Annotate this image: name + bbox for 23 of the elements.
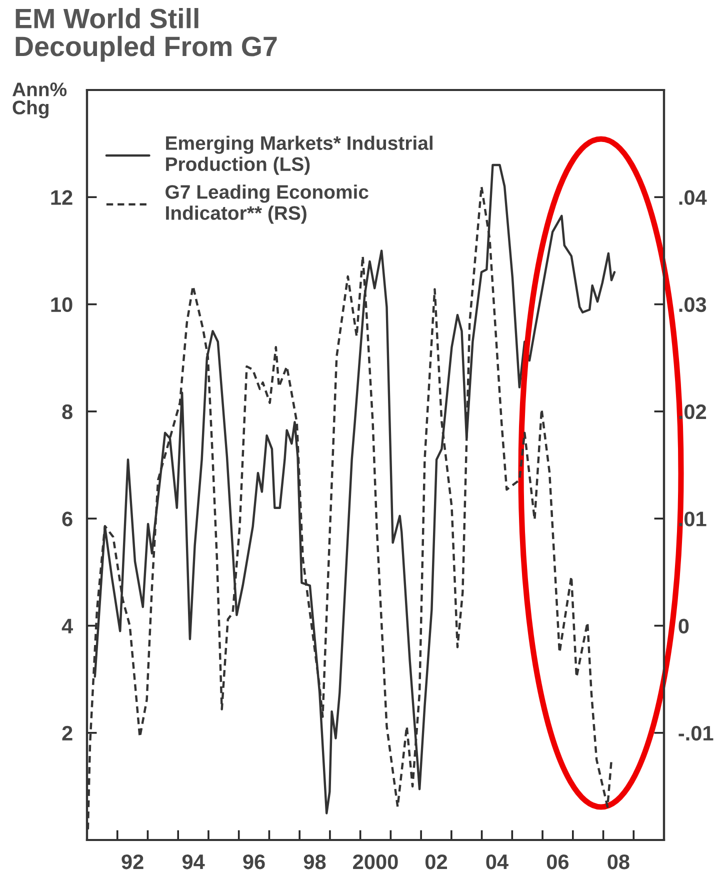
x-tick-label: 94 [182, 854, 205, 870]
y-tick-label: 4 [62, 618, 73, 634]
x-tick-label: 98 [304, 854, 326, 870]
legend-label: Emerging Markets* Industrial Production (LS) [166, 136, 432, 175]
y-tick-label: 10 [51, 297, 72, 312]
x-tick-label: 92 [122, 854, 144, 870]
x-tick-label: 2000 [353, 854, 398, 870]
y-tick-label: 6 [62, 512, 72, 526]
x-tick-label: 02 [425, 854, 447, 870]
y-tick-label: 8 [62, 404, 72, 420]
x-tick-label: 06 [546, 854, 569, 870]
x-tick-label: 08 [608, 854, 630, 870]
chart-title: EM World Still Decoupled From G7 [16, 8, 277, 62]
x-tick-label: 96 [243, 854, 265, 870]
y-axis-title: Ann% Chg [12, 82, 67, 118]
y2-tick-label: 0 [678, 618, 689, 634]
y-tick-label: 12 [51, 190, 72, 205]
y2-tick-label: .04 [679, 190, 707, 205]
y2-tick-label: .03 [679, 297, 706, 312]
legend-label: G7 Leading Economic Indicator** (RS) [166, 184, 368, 224]
x-tick-label: 04 [486, 854, 508, 870]
y2-tick-label: -.01 [678, 726, 714, 741]
y-tick-label: 2 [62, 726, 72, 740]
